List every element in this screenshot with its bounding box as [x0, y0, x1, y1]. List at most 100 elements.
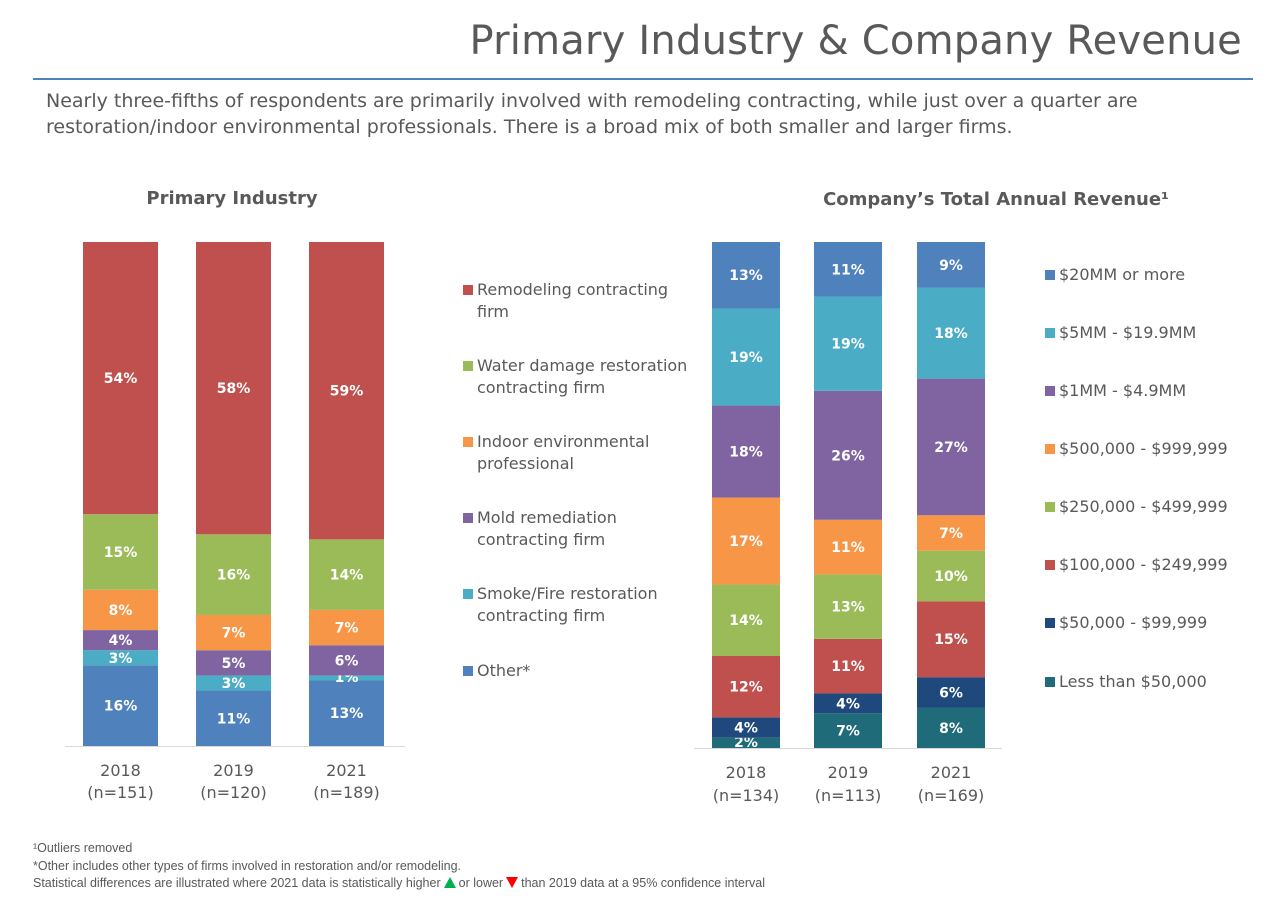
- industry-bar-water-damage-restoration-contracting-firm-2019: [196, 534, 271, 615]
- revenue-data-label-100-000-249-999-2018: 12%: [729, 680, 763, 696]
- revenue-legend-label-500-000-999-999: $500,000 - $999,999: [1059, 439, 1228, 458]
- revenue-data-label-500-000-999-999-2019: 11%: [831, 540, 865, 556]
- revenue-bar-1mm-4-9mm-2019: [814, 390, 882, 520]
- revenue-data-label-less-than-50-000-2018: 2%: [734, 735, 758, 751]
- revenue-bar-50-000-99-999-2018: [712, 717, 780, 738]
- industry-sample-size-2021: (n=189): [313, 783, 380, 802]
- revenue-data-label-less-than-50-000-2019: 7%: [836, 724, 860, 740]
- industry-data-label-indoor-environmental-professional-2021: 7%: [335, 621, 359, 637]
- industry-data-label-smoke-fire-restoration-contracting-firm-2018: 3%: [109, 651, 133, 667]
- revenue-sample-size-2018: (n=134): [713, 786, 780, 805]
- revenue-category-label-2018: 2018: [726, 763, 767, 782]
- revenue-data-label-250-000-499-999-2019: 13%: [831, 600, 865, 616]
- revenue-legend-swatch-250-000-499-999: [1045, 502, 1055, 512]
- revenue-legend-label-less-than-50-000: Less than $50,000: [1059, 672, 1207, 691]
- revenue-legend-label-20mm-or-more: $20MM or more: [1059, 265, 1185, 284]
- revenue-data-label-50-000-99-999-2021: 6%: [939, 685, 963, 701]
- higher-triangle-icon: [443, 877, 456, 888]
- revenue-data-label-20mm-or-more-2018: 13%: [729, 268, 763, 284]
- revenue-bar-less-than-50-000-2021: [917, 707, 985, 748]
- industry-bar-mold-remediation-contracting-firm-2018: [83, 630, 158, 651]
- revenue-bar-100-000-249-999-2021: [917, 601, 985, 678]
- revenue-legend-label-100-000-249-999: $100,000 - $249,999: [1059, 555, 1228, 574]
- industry-data-label-other-2019: 11%: [217, 711, 251, 727]
- revenue-bar-250-000-499-999-2019: [814, 574, 882, 639]
- revenue-bar-250-000-499-999-2021: [917, 550, 985, 602]
- revenue-legend-label-50-000-99-999: $50,000 - $99,999: [1059, 613, 1207, 632]
- industry-data-label-mold-remediation-contracting-firm-2019: 5%: [222, 656, 246, 672]
- revenue-data-label-100-000-249-999-2019: 11%: [831, 659, 865, 675]
- industry-category-label-2019: 2019: [213, 761, 254, 780]
- footnote-stat-prefix: Statistical differences are illustrated …: [33, 876, 441, 890]
- revenue-data-label-5mm-19-9mm-2021: 18%: [934, 326, 968, 342]
- revenue-bar-500-000-999-999-2021: [917, 515, 985, 551]
- industry-bar-water-damage-restoration-contracting-firm-2018: [83, 514, 158, 590]
- revenue-legend-swatch-50-000-99-999: [1045, 618, 1055, 628]
- industry-legend-label-water-damage-restoration-contracting-firm: Water damage restoration contracting firm: [477, 356, 687, 397]
- industry-data-label-other-2021: 13%: [330, 706, 364, 722]
- revenue-bar-20mm-or-more-2021: [917, 242, 985, 288]
- footnote-other: *Other includes other types of firms inv…: [33, 858, 461, 873]
- revenue-legend-label-1mm-4-9mm: $1MM - $4.9MM: [1059, 381, 1186, 400]
- revenue-data-label-5mm-19-9mm-2019: 19%: [831, 337, 865, 353]
- revenue-bar-20mm-or-more-2019: [814, 242, 882, 297]
- industry-sample-size-2018: (n=151): [87, 783, 154, 802]
- industry-bar-remodeling-contracting-firm-2019: [196, 242, 271, 535]
- industry-bar-mold-remediation-contracting-firm-2021: [309, 645, 384, 676]
- revenue-data-label-500-000-999-999-2018: 17%: [729, 534, 763, 550]
- revenue-data-label-less-than-50-000-2021: 8%: [939, 721, 963, 737]
- revenue-legend-swatch-500-000-999-999: [1045, 444, 1055, 454]
- revenue-sample-size-2021: (n=169): [918, 786, 985, 805]
- revenue-bar-5mm-19-9mm-2021: [917, 287, 985, 379]
- industry-category-label-2021: 2021: [326, 761, 367, 780]
- industry-legend-swatch-water-damage-restoration-contracting-firm: [463, 361, 473, 371]
- industry-data-label-indoor-environmental-professional-2018: 8%: [109, 603, 133, 619]
- revenue-legend-swatch-100-000-249-999: [1045, 560, 1055, 570]
- industry-data-label-remodeling-contracting-firm-2019: 58%: [217, 381, 251, 397]
- revenue-data-label-1mm-4-9mm-2021: 27%: [934, 440, 968, 456]
- industry-bar-smoke-fire-restoration-contracting-firm-2018: [83, 650, 158, 666]
- page-subtitle: Nearly three-fifths of respondents are p…: [46, 90, 1138, 138]
- industry-category-label-2018: 2018: [100, 761, 141, 780]
- revenue-data-label-20mm-or-more-2019: 11%: [831, 262, 865, 278]
- title-divider: [33, 78, 1253, 80]
- revenue-bar-500-000-999-999-2018: [712, 497, 780, 585]
- industry-legend-label-other: Other*: [477, 661, 530, 680]
- industry-sample-size-2019: (n=120): [200, 783, 267, 802]
- industry-bar-mold-remediation-contracting-firm-2019: [196, 650, 271, 676]
- industry-bar-other-2019: [196, 690, 271, 746]
- revenue-legend-swatch-20mm-or-more: [1045, 270, 1055, 280]
- revenue-bar-5mm-19-9mm-2018: [712, 308, 780, 406]
- footnote-statistics: Statistical differences are illustrated …: [33, 875, 765, 893]
- revenue-bar-5mm-19-9mm-2019: [814, 296, 882, 391]
- lower-triangle-icon: [506, 877, 519, 888]
- industry-data-label-water-damage-restoration-contracting-firm-2021: 14%: [330, 568, 364, 584]
- revenue-bar-500-000-999-999-2019: [814, 519, 882, 575]
- industry-bar-remodeling-contracting-firm-2021: [309, 242, 384, 540]
- industry-legend-label-mold-remediation-contracting-firm: Mold remediation contracting firm: [477, 508, 617, 549]
- revenue-chart-title: Company’s Total Annual Revenue¹: [823, 189, 1169, 210]
- industry-bar-indoor-environmental-professional-2018: [83, 589, 158, 631]
- revenue-bar-less-than-50-000-2019: [814, 713, 882, 748]
- revenue-data-label-100-000-249-999-2021: 15%: [934, 632, 968, 648]
- industry-data-label-water-damage-restoration-contracting-firm-2019: 16%: [217, 568, 251, 584]
- page-title: Primary Industry & Company Revenue: [469, 18, 1242, 64]
- revenue-category-label-2021: 2021: [931, 763, 972, 782]
- industry-bar-indoor-environmental-professional-2019: [196, 614, 271, 651]
- industry-data-label-remodeling-contracting-firm-2018: 54%: [104, 371, 138, 387]
- revenue-data-label-50-000-99-999-2019: 4%: [836, 696, 860, 712]
- revenue-data-label-1mm-4-9mm-2018: 18%: [729, 445, 763, 461]
- revenue-legend-label-5mm-19-9mm: $5MM - $19.9MM: [1059, 323, 1196, 342]
- industry-data-label-remodeling-contracting-firm-2021: 59%: [330, 384, 364, 400]
- revenue-data-label-250-000-499-999-2018: 14%: [729, 613, 763, 629]
- revenue-data-label-1mm-4-9mm-2019: 26%: [831, 448, 865, 464]
- revenue-legend-swatch-1mm-4-9mm: [1045, 386, 1055, 396]
- footnote-stat-suffix: than 2019 data at a 95% confidence inter…: [521, 876, 766, 890]
- revenue-data-label-50-000-99-999-2018: 4%: [734, 721, 758, 737]
- industry-legend-swatch-smoke-fire-restoration-contracting-firm: [463, 589, 473, 599]
- industry-data-label-smoke-fire-restoration-contracting-firm-2019: 3%: [222, 676, 246, 692]
- revenue-bar-1mm-4-9mm-2021: [917, 378, 985, 516]
- industry-data-label-indoor-environmental-professional-2019: 7%: [222, 626, 246, 642]
- industry-bar-smoke-fire-restoration-contracting-firm-2021: [309, 675, 384, 681]
